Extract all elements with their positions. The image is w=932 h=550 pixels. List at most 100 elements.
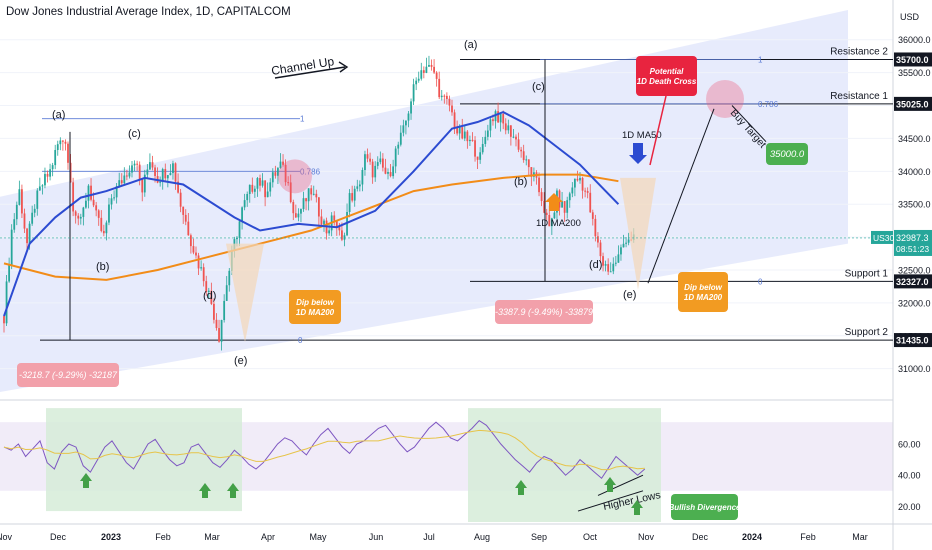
candle-body (102, 230, 105, 234)
candle-body (87, 185, 90, 201)
candle-body (13, 219, 16, 230)
candle-body (438, 78, 441, 98)
chart-title: Dow Jones Industrial Average Index, 1D, … (6, 6, 291, 18)
candle-body (402, 125, 405, 133)
candle-body (333, 215, 336, 221)
fib-label: 0 (298, 336, 303, 345)
candle-body (543, 200, 546, 213)
higher-lows-line (597, 474, 644, 496)
candle-body (323, 220, 325, 225)
level-price-label: 35700.0 (896, 55, 929, 65)
candle-body (289, 182, 292, 202)
candle-body (210, 290, 213, 304)
candle-body (369, 158, 371, 162)
candle-body (151, 162, 154, 168)
candle-body (407, 113, 410, 121)
candle-body (343, 235, 346, 240)
candle-body (149, 162, 151, 170)
candle-body (243, 200, 246, 208)
candle-body (338, 227, 341, 231)
candle-body (146, 169, 149, 175)
death-cross-pointer (649, 95, 667, 166)
candle-body (328, 230, 331, 234)
rsi-tick-label: 20.00 (898, 502, 921, 512)
candle-body (131, 165, 133, 173)
candle-body (202, 267, 205, 282)
candle-body (317, 197, 320, 217)
candle-body (586, 191, 589, 193)
wave-label: (d) (589, 259, 602, 271)
candle-body (141, 179, 144, 193)
candle-body (614, 262, 617, 264)
candle-body (100, 217, 103, 231)
death-cross-callout-box (636, 56, 697, 96)
last-price-tag (894, 229, 932, 256)
candle-body (56, 144, 59, 151)
candle-body (174, 163, 177, 182)
ma200-label: 1D MA200 (536, 218, 581, 229)
candle-body (481, 143, 484, 153)
candle-body (622, 243, 625, 248)
x-tick-label: Jul (423, 532, 435, 542)
candle-body (44, 173, 46, 186)
candle-body (389, 172, 392, 177)
candle-body (527, 159, 530, 168)
channel-arrow-head (338, 61, 349, 73)
candle-body (573, 178, 576, 188)
wave-label: (e) (623, 289, 636, 301)
candle-body (38, 186, 41, 191)
candle-body (494, 111, 497, 122)
candle-body (361, 169, 364, 185)
candle-body (261, 180, 264, 186)
x-tick-label: Dec (50, 532, 67, 542)
candle-body (215, 319, 218, 329)
candle-body (241, 207, 243, 222)
candle-body (376, 162, 379, 166)
y-tick-label: 33500.0 (898, 200, 931, 210)
candle-body (123, 175, 126, 184)
wave-label: (c) (128, 128, 141, 140)
candle-body (271, 172, 274, 183)
candle-body (23, 213, 26, 229)
candle-body (300, 209, 302, 214)
candle-body (302, 198, 305, 210)
drop-callout-2-box (495, 300, 593, 324)
candle-body (110, 198, 113, 205)
green-arrow-up (631, 500, 643, 515)
candle-body (294, 213, 297, 218)
candle-body (479, 152, 482, 160)
candle-body (154, 167, 156, 177)
candle-body (264, 180, 267, 198)
x-tick-label: Nov (0, 532, 12, 542)
wave-label: (a) (464, 39, 477, 51)
candle-body (522, 151, 525, 161)
candle-body (591, 212, 594, 219)
candle-body (399, 132, 402, 145)
x-tick-label: Jun (369, 532, 384, 542)
candle-body (397, 144, 400, 149)
candle-body (108, 204, 110, 223)
candle-body (200, 267, 203, 269)
candle-body (545, 212, 548, 215)
candle-body (497, 111, 499, 123)
divergence-callout-text: Bullish Divergence (668, 503, 741, 512)
divergence-callout-box (671, 494, 738, 520)
candle-body (74, 211, 77, 216)
candle-body (597, 236, 599, 243)
level-price-label: 31435.0 (896, 336, 929, 346)
candle-body (31, 212, 34, 224)
candle-body (617, 254, 620, 263)
green-arrow-up (199, 483, 211, 498)
candle-body (425, 66, 428, 73)
candle-body (161, 169, 164, 182)
dip-callout-1-text: Dip below (296, 298, 335, 307)
candle-body (422, 70, 425, 73)
candle-body (520, 149, 523, 152)
candle-body (461, 127, 464, 139)
candle-body (512, 136, 515, 138)
candle-body (581, 177, 584, 191)
candle-body (213, 303, 215, 320)
candle-body (507, 125, 510, 131)
